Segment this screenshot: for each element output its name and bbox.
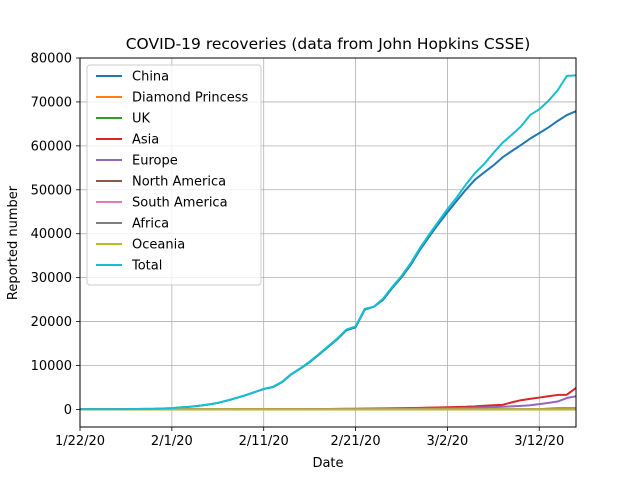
- legend: China Diamond Princess UK Asia Europe North A…: [86, 64, 262, 286]
- series-lines: [80, 74, 576, 411]
- y-tick-label: 70000: [31, 95, 72, 110]
- y-tick-label: 40000: [31, 227, 72, 242]
- y-tick-label: 80000: [31, 52, 72, 67]
- x-tick-label: 2/1/20: [151, 434, 193, 449]
- legend-label-total: Total: [131, 259, 162, 274]
- x-tick-label: 2/11/20: [239, 434, 289, 449]
- legend-label-uk: UK: [132, 112, 151, 127]
- legend-label-oceania: Oceania: [132, 238, 185, 253]
- series-line-total: [80, 74, 576, 411]
- y-tick-label: 50000: [31, 183, 72, 198]
- x-tick-label: 3/12/20: [514, 434, 564, 449]
- y-tick-label: 10000: [31, 359, 72, 374]
- x-tick-label: 2/21/20: [330, 434, 380, 449]
- y-tick-label: 20000: [31, 315, 72, 330]
- legend-label-south-america: South America: [132, 196, 228, 211]
- x-axis-label: Date: [312, 456, 343, 471]
- y-tick-label: 30000: [31, 271, 72, 286]
- y-tick-label: 0: [64, 403, 72, 418]
- legend-label-north-america: North America: [132, 175, 226, 190]
- chart-title: COVID-19 recoveries (data from John Hopk…: [126, 35, 531, 53]
- x-axis: 1/22/20 2/1/20 2/11/20 2/21/20 3/2/20 3/12/20: [55, 427, 564, 449]
- legend-label-africa: Africa: [132, 217, 169, 232]
- x-tick-label: 1/22/20: [55, 434, 105, 449]
- x-tick-label: 3/2/20: [426, 434, 468, 449]
- y-axis-label: Reported number: [6, 185, 21, 300]
- legend-label-china: China: [132, 70, 169, 85]
- y-tick-label: 60000: [31, 139, 72, 154]
- legend-label-diamond-princess: Diamond Princess: [132, 91, 249, 106]
- legend-label-asia: Asia: [132, 133, 159, 148]
- legend-box: [86, 64, 262, 286]
- plot-frame: [79, 57, 577, 428]
- y-axis: 0 10000 20000 30000 40000 50000 60000 70000 8000…: [31, 52, 80, 418]
- legend-label-europe: Europe: [132, 154, 178, 169]
